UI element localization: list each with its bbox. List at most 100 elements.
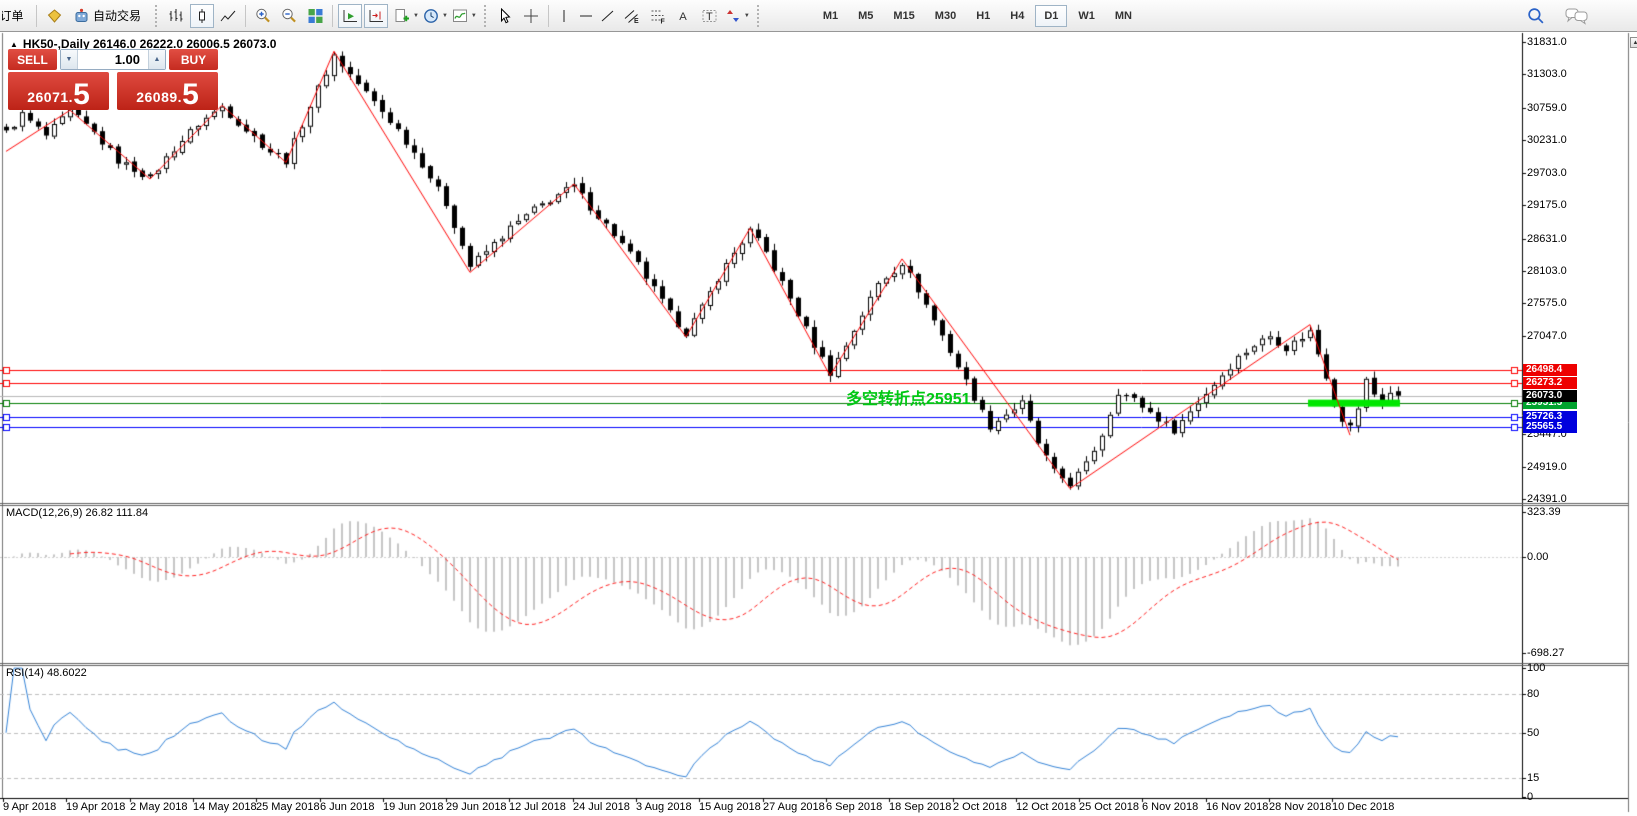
new-order-icon: [395, 8, 410, 22]
chevron-down-icon: ▼: [441, 12, 448, 19]
rsi-tick-label: 15: [1527, 771, 1540, 784]
sell-button[interactable]: SELL: [8, 49, 57, 70]
chart-scroll-button[interactable]: ▲: [1630, 37, 1637, 48]
date-tick-label: 6 Nov 2018: [1142, 801, 1199, 813]
toolbar-grip: [756, 4, 760, 27]
chart-title-text: HK50-,Daily 26146.0 26222.0 26006.5 2607…: [22, 37, 277, 51]
date-tick-label: 27 Aug 2018: [763, 801, 825, 813]
search-icon[interactable]: [1527, 7, 1545, 25]
hline-price-label: 25565.5: [1523, 420, 1577, 433]
timeframe-d1[interactable]: D1: [1035, 4, 1068, 27]
panel-collapse-arrow[interactable]: ▲: [10, 40, 18, 49]
rsi-tick-label: 0: [1527, 791, 1534, 804]
macd-tick-label: 0.00: [1527, 551, 1549, 563]
tile-windows-icon[interactable]: [303, 4, 327, 28]
svg-text:A: A: [680, 11, 688, 23]
autotrading-label: 自动交易: [93, 9, 142, 23]
buy-button[interactable]: BUY: [169, 49, 218, 70]
buy-price-big: 5: [182, 78, 199, 111]
indicators-button[interactable]: ▼: [451, 4, 478, 28]
buy-price-button[interactable]: 26089. 5: [117, 72, 218, 110]
date-tick-label: 12 Oct 2018: [1016, 801, 1076, 813]
crosshair-icon[interactable]: [519, 4, 543, 28]
price-tick-label: 27047.0: [1527, 329, 1567, 342]
price-tick-label: 31303.0: [1527, 68, 1567, 81]
new-order-button[interactable]: ▼: [393, 4, 420, 28]
date-tick-label: 28 Nov 2018: [1269, 801, 1332, 813]
buy-price-main: 26089.: [136, 89, 183, 105]
autotrading-button[interactable]: 自动交易: [68, 4, 149, 28]
date-tick-label: 29 Jun 2018: [446, 801, 507, 813]
macd-tick-label: 323.39: [1527, 506, 1561, 519]
price-tick-label: 24391.0: [1527, 493, 1567, 505]
date-tick-label: 15 Aug 2018: [699, 801, 761, 813]
timeframe-h1[interactable]: H1: [976, 9, 991, 22]
toolbar-grip: [483, 4, 487, 27]
price-tick-label: 28631.0: [1527, 232, 1567, 245]
timeframe-m15[interactable]: M15: [893, 9, 915, 22]
chart-canvas[interactable]: [0, 32, 1637, 816]
timeframe-w1[interactable]: W1: [1078, 9, 1095, 22]
zoom-out-icon[interactable]: [277, 4, 301, 28]
date-tick-label: 25 May 2018: [256, 801, 320, 813]
chat-icon[interactable]: [1565, 7, 1589, 25]
period-clock-button[interactable]: ▼: [422, 4, 449, 28]
svg-text:E: E: [634, 18, 639, 24]
timeframe-m5[interactable]: M5: [858, 9, 874, 22]
sell-price-button[interactable]: 26071. 5: [8, 72, 109, 110]
arrows-icon: [726, 9, 739, 22]
arrows-button[interactable]: ▼: [724, 4, 751, 28]
cursor-icon[interactable]: [493, 4, 517, 28]
candlestick-chart-icon[interactable]: [190, 3, 215, 28]
date-tick-label: 9 Apr 2018: [3, 801, 57, 813]
hline-price-label: 26273.2: [1523, 377, 1577, 390]
toolbar-grip: [155, 4, 158, 27]
text-icon[interactable]: A: [672, 4, 696, 28]
trendline-icon[interactable]: [598, 4, 618, 28]
date-tick-label: 24 Jul 2018: [573, 801, 630, 813]
timeframe-m30[interactable]: M30: [934, 9, 957, 22]
bar-chart-icon[interactable]: [164, 4, 188, 28]
auto-scroll-icon[interactable]: [338, 3, 363, 28]
volume-input[interactable]: 1.00: [114, 52, 140, 67]
orders-book-icon[interactable]: [42, 4, 66, 28]
price-tick-label: 28103.0: [1527, 264, 1567, 277]
fibonacci-icon[interactable]: F: [646, 4, 670, 28]
hline-price-label: 26498.4: [1523, 363, 1577, 376]
vertical-line-icon[interactable]: [554, 4, 574, 28]
text-label-icon[interactable]: T: [698, 4, 722, 28]
timeframe-h4[interactable]: H4: [1010, 9, 1025, 22]
main-toolbar: 订单 自动交易: [0, 0, 1637, 32]
date-tick-label: 10 Dec 2018: [1332, 801, 1395, 813]
hline-price-label: 25726.3: [1523, 410, 1577, 423]
chart-title: ▲ HK50-,Daily 26146.0 26222.0 26006.5 260…: [10, 37, 276, 51]
toolbar-right-group: [1527, 7, 1589, 25]
macd-indicator-label: MACD(12,26,9) 26.82 111.84: [6, 507, 149, 519]
volume-decrease-button[interactable]: ▼: [61, 50, 78, 69]
chart-window: ▲ HK50-,Daily 26146.0 26222.0 26006.5 260…: [0, 32, 1637, 816]
zoom-in-icon[interactable]: [251, 4, 275, 28]
date-tick-label: 19 Jun 2018: [383, 801, 444, 813]
price-tick-label: 29703.0: [1527, 166, 1567, 179]
date-tick-label: 18 Sep 2018: [889, 801, 952, 813]
date-tick-label: 6 Jun 2018: [320, 801, 375, 813]
equidistant-channel-icon[interactable]: E: [620, 4, 644, 28]
price-tick-label: 30231.0: [1527, 134, 1567, 147]
timeframe-m1[interactable]: M1: [822, 9, 839, 22]
volume-increase-button[interactable]: ▲: [148, 50, 165, 69]
line-chart-icon[interactable]: [216, 4, 240, 28]
date-tick-label: 12 Jul 2018: [509, 801, 566, 813]
orders-button[interactable]: 订单: [1, 4, 31, 28]
horizontal-line-icon[interactable]: [576, 4, 596, 28]
rsi-indicator-label: RSI(14) 48.6022: [6, 667, 87, 679]
rsi-tick-label: 80: [1527, 688, 1540, 700]
timeframe-mn[interactable]: MN: [1114, 9, 1132, 22]
chart-annotation[interactable]: 多空转折点25951: [846, 391, 971, 408]
date-tick-label: 25 Oct 2018: [1079, 801, 1139, 813]
toolbar-separator: [332, 4, 334, 27]
period-clock-icon: [424, 8, 438, 23]
toolbar-separator: [36, 4, 37, 27]
sell-price-big: 5: [73, 78, 90, 111]
chart-shift-icon[interactable]: [364, 3, 389, 28]
